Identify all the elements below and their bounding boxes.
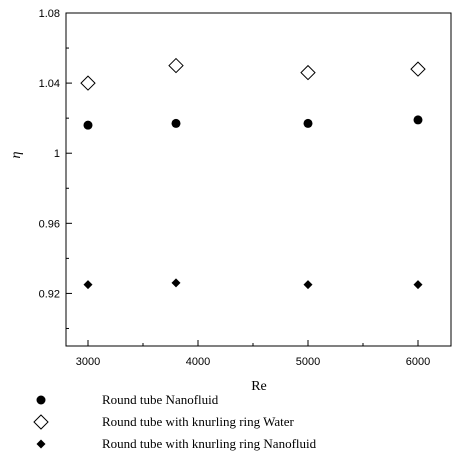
x-tick-label: 5000 bbox=[296, 356, 320, 368]
x-tick-label: 4000 bbox=[186, 356, 210, 368]
x-tick-label: 3000 bbox=[76, 356, 100, 368]
legend-label: Round tube with knurling ring Nanofluid bbox=[102, 436, 317, 451]
x-axis-title: Re bbox=[251, 379, 267, 394]
y-axis: 0.92 0.96 1 1.04 1.08 bbox=[39, 8, 72, 329]
series-2-point bbox=[83, 280, 93, 290]
series-1-point bbox=[300, 64, 316, 81]
y-tick-label: 0.92 bbox=[39, 288, 60, 300]
series-0-point bbox=[171, 118, 181, 128]
series-0-point bbox=[303, 118, 313, 128]
series-0-point bbox=[83, 120, 93, 130]
legend-marker-0 bbox=[36, 395, 46, 405]
series-2-point bbox=[171, 278, 181, 288]
plot-frame bbox=[65, 12, 452, 347]
legend-marker-1 bbox=[33, 414, 49, 430]
series-0-point bbox=[413, 115, 423, 125]
legend-label: Round tube Nanofluid bbox=[102, 392, 219, 407]
data-points bbox=[80, 57, 426, 290]
y-tick-label: 1.04 bbox=[39, 78, 60, 90]
x-axis: 3000 4000 5000 6000 bbox=[76, 340, 430, 368]
series-2-point bbox=[413, 280, 423, 290]
series-1-point bbox=[168, 57, 184, 74]
legend-marker-2 bbox=[36, 439, 46, 449]
y-tick-label: 1.08 bbox=[39, 8, 60, 20]
legend-label: Round tube with knurling ring Water bbox=[102, 414, 295, 429]
legend: Round tube Nanofluid Round tube with knur… bbox=[33, 392, 317, 451]
series-2-point bbox=[303, 280, 313, 290]
y-tick-label: 1 bbox=[54, 148, 60, 160]
series-1-point bbox=[410, 61, 426, 77]
x-tick-label: 6000 bbox=[406, 356, 430, 368]
series-1-point bbox=[80, 75, 96, 91]
y-axis-title: η bbox=[9, 151, 24, 158]
y-tick-label: 0.96 bbox=[39, 218, 60, 230]
